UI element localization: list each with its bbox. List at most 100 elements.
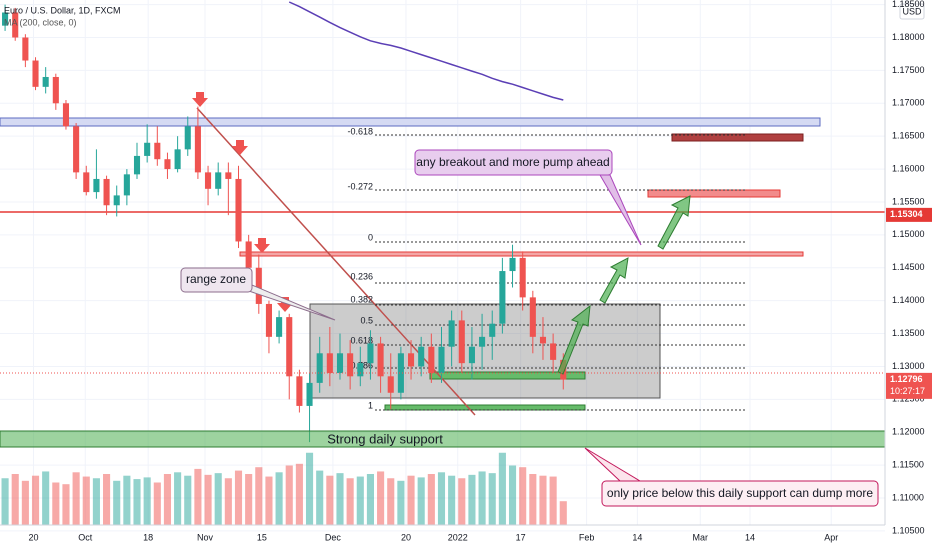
candle-body <box>133 155 141 175</box>
candle-body <box>215 172 222 189</box>
currency-button[interactable] <box>899 3 925 20</box>
candle-body <box>286 317 293 377</box>
candles <box>2 4 567 443</box>
resistance-zone <box>0 117 821 127</box>
volume-bar <box>295 463 303 525</box>
volume-bar <box>194 468 202 525</box>
candle-body <box>276 317 283 337</box>
volume-bar <box>468 474 476 525</box>
x-tick-label: 20 <box>28 532 38 542</box>
candle-body <box>255 267 262 304</box>
up-arrow <box>657 195 691 250</box>
volume-bar <box>275 472 283 525</box>
price-tag-text: 1.12796 <box>890 374 923 384</box>
x-tick-label: 2022 <box>448 532 468 542</box>
volume-bar <box>305 452 314 525</box>
up-arrow <box>599 257 629 304</box>
y-tick-label: 1.18500 <box>892 0 925 9</box>
candle-body <box>103 178 110 206</box>
volume-bar <box>1 478 9 525</box>
volume-bar <box>316 470 324 525</box>
candle-body <box>387 376 394 393</box>
target-zone <box>647 189 781 198</box>
level-tag-text: 1.15304 <box>890 209 923 219</box>
volume-bar <box>153 482 161 525</box>
candle-body <box>235 178 242 242</box>
candle-body <box>245 241 252 268</box>
candle-body <box>499 271 506 324</box>
candle-body <box>407 353 415 367</box>
volume <box>1 452 567 525</box>
candle-body <box>93 178 100 193</box>
target-zone <box>671 133 804 142</box>
callout <box>601 480 879 507</box>
level-tag <box>886 207 932 222</box>
volume-bar <box>265 476 273 525</box>
support-zone <box>429 371 586 380</box>
y-tick-label: 1.18000 <box>892 32 925 42</box>
y-tick-label: 1.15000 <box>892 229 925 239</box>
volume-bar <box>163 474 172 525</box>
y-tick-label: 1.17000 <box>892 98 925 108</box>
candle-body <box>519 257 526 298</box>
y-tick-label: 1.17500 <box>892 65 925 75</box>
candle-body <box>367 343 374 364</box>
volume-bar <box>519 467 527 525</box>
volume-bar <box>174 472 182 525</box>
red-zone <box>239 251 804 257</box>
x-tick-label: Oct <box>78 532 93 542</box>
volume-bar <box>133 479 141 525</box>
volume-bar <box>529 474 537 525</box>
volume-bar <box>92 478 100 525</box>
volume-bar <box>123 475 131 525</box>
volume-bar <box>52 482 60 525</box>
volume-bar <box>539 475 547 525</box>
y-tick-label: 1.11500 <box>892 460 924 470</box>
fib-label: 0.382 <box>350 294 373 304</box>
up-arrow <box>557 304 591 375</box>
volume-bar <box>214 473 222 525</box>
x-tick-label: Nov <box>197 532 214 542</box>
candle-body <box>428 346 435 374</box>
y-tick-label: 1.10500 <box>892 525 925 535</box>
candle-body <box>144 142 151 156</box>
candle-body <box>62 103 70 127</box>
callout <box>414 149 613 176</box>
arrows <box>557 195 691 375</box>
volume-bar <box>184 475 192 525</box>
candle-body <box>326 353 333 374</box>
x-tick-label: 17 <box>516 532 526 542</box>
callout-text: any breakout and more pump ahead <box>416 155 609 169</box>
volume-bar <box>478 471 486 525</box>
overlays: Strong daily support any breakout and mo… <box>0 92 886 507</box>
volume-bar <box>42 471 50 525</box>
x-tick-label: 20 <box>401 532 411 542</box>
volume-bar <box>204 474 212 525</box>
volume-bar <box>366 474 374 525</box>
volume-bar <box>437 472 446 525</box>
fib-label: 0 <box>368 232 373 242</box>
volume-bar <box>397 480 405 525</box>
x-tick-label: 14 <box>745 532 755 542</box>
y-tick-label: 1.13500 <box>892 328 925 338</box>
x-tick-label: 14 <box>632 532 642 542</box>
x-tick-label: 18 <box>143 532 153 542</box>
price-tag <box>886 372 932 399</box>
price-axis <box>885 0 932 550</box>
currency[interactable]: USD <box>902 6 922 16</box>
fib-label: 0.618 <box>350 335 373 345</box>
y-tick-label: 1.15500 <box>892 196 925 206</box>
candle-body <box>184 126 191 150</box>
candle-body <box>174 149 181 170</box>
candle-body <box>154 142 161 160</box>
volume-bar <box>255 467 263 525</box>
x-tick-label: 15 <box>257 532 267 542</box>
volume-bar <box>356 476 364 525</box>
candle-body <box>306 382 313 406</box>
volume-bar <box>508 465 517 525</box>
volume-bar <box>21 480 29 525</box>
y-tick-label: 1.11000 <box>892 492 924 502</box>
candle-body <box>479 336 486 347</box>
volume-bar <box>326 475 334 525</box>
candle-body <box>509 257 516 272</box>
